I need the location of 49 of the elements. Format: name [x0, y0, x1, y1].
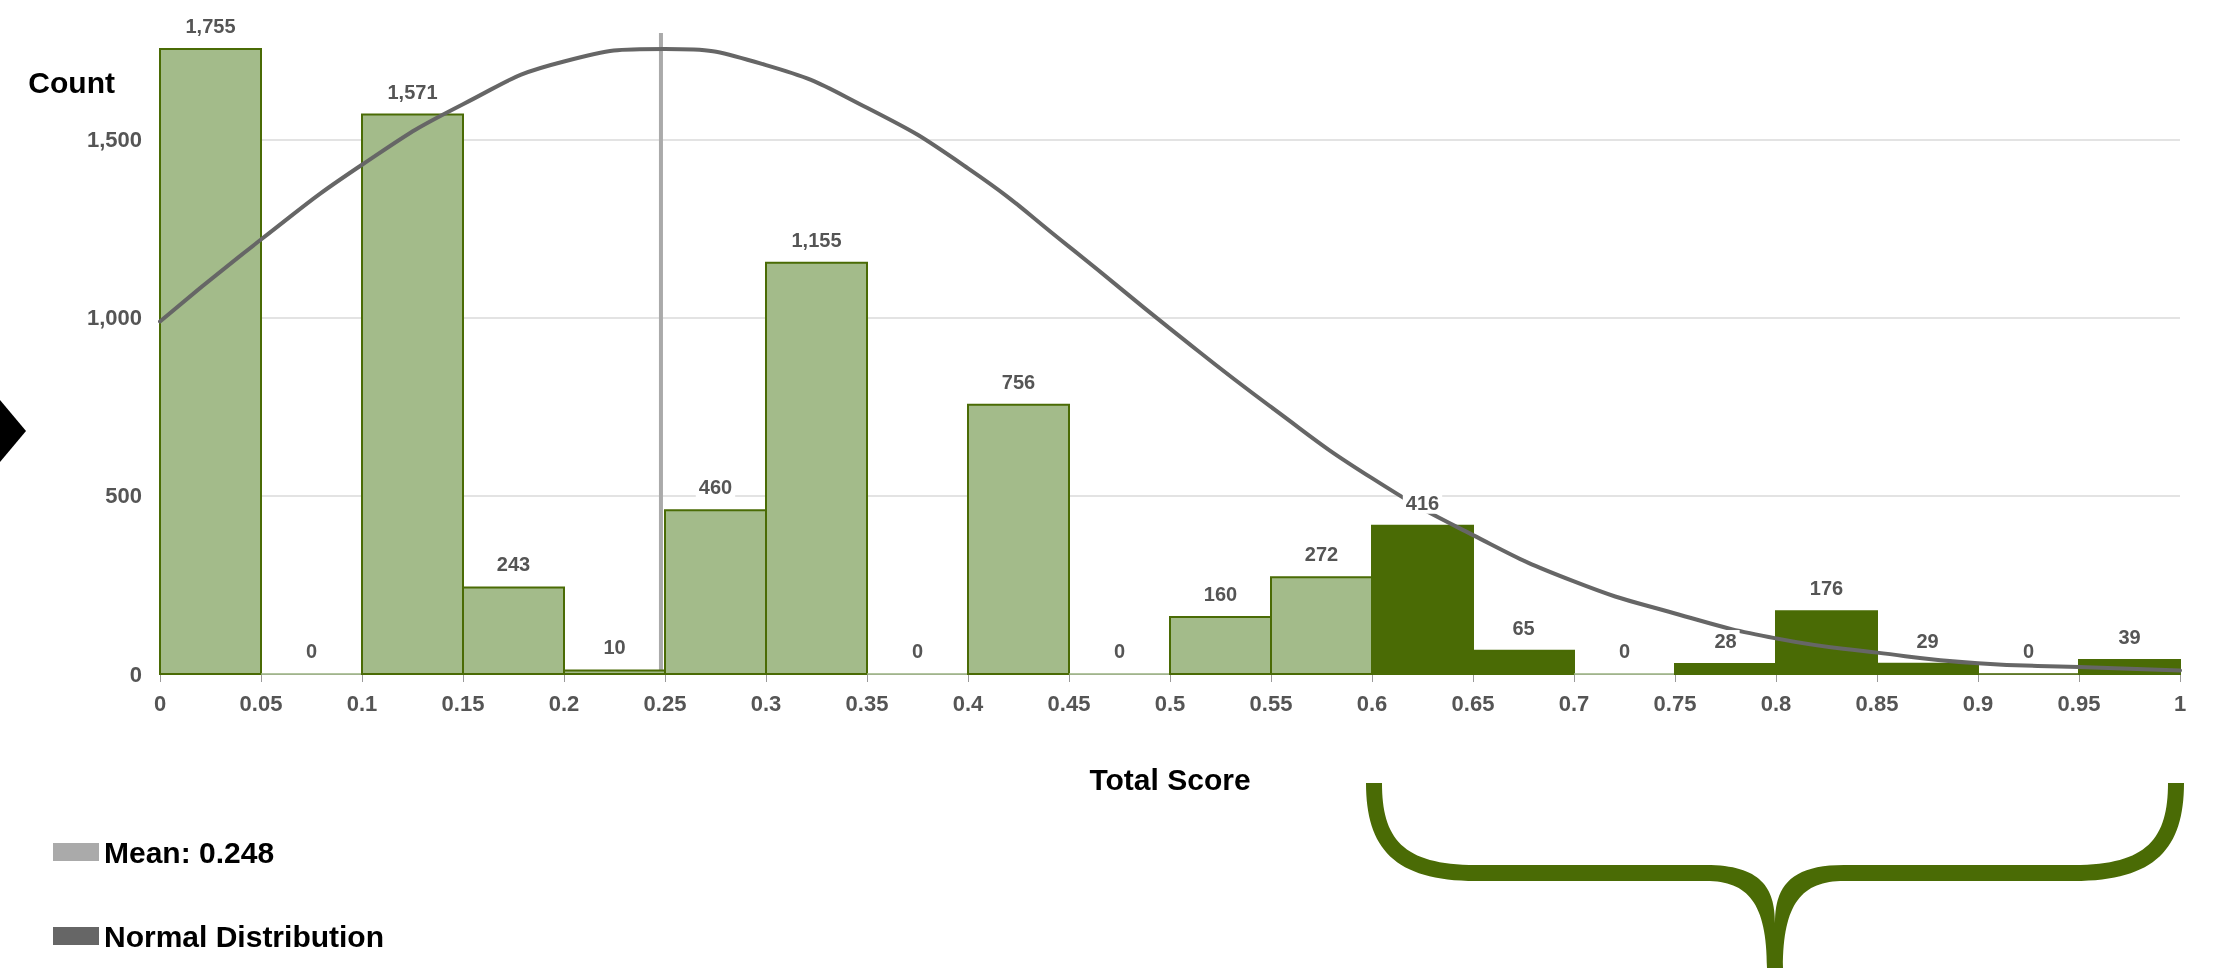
x-tick-label: 0.45 — [1047, 690, 1091, 716]
data-label: 460 — [698, 476, 733, 499]
data-label: 28 — [1714, 630, 1737, 653]
legend-label: Mean: 0.248 — [104, 835, 275, 869]
y-tick-label: 500 — [105, 483, 142, 509]
x-tick-label: 0.8 — [1760, 690, 1792, 716]
y-axis-title: Count — [28, 65, 115, 99]
x-tick-label: 0.6 — [1356, 690, 1388, 716]
x-axis-title: Total Score — [1089, 762, 1251, 796]
data-label: 10 — [603, 636, 626, 659]
x-tick-label: 0.5 — [1154, 690, 1186, 716]
x-tick-label: 0.1 — [346, 690, 378, 716]
x-tick-label: 0.65 — [1451, 690, 1495, 716]
data-label: 756 — [1001, 370, 1036, 393]
data-label: 0 — [305, 640, 318, 662]
data-label: 160 — [1203, 583, 1238, 606]
x-tick-label: 0.4 — [952, 690, 985, 716]
data-label: 29 — [1916, 629, 1939, 652]
data-label: 416 — [1405, 491, 1440, 514]
data-label: 243 — [496, 553, 531, 576]
x-tick-label: 1 — [2173, 690, 2187, 716]
x-tick-label: 0.75 — [1653, 690, 1697, 716]
x-tick-label: 0.55 — [1249, 690, 1293, 716]
data-label: 1,755 — [185, 15, 236, 38]
y-tick-label: 1,500 — [86, 127, 142, 153]
x-tick-label: 0.05 — [239, 690, 283, 716]
x-tick-label: 0.95 — [2057, 690, 2101, 716]
data-label: 272 — [1304, 543, 1339, 566]
legend-label: Normal Distribution — [104, 919, 385, 953]
data-label: 65 — [1512, 616, 1535, 639]
x-tick-label: 0 — [153, 690, 167, 716]
data-label: 0 — [1618, 640, 1631, 662]
y-tick-label: 0 — [129, 661, 142, 687]
x-tick-label: 0.9 — [1962, 690, 1994, 716]
data-label: 0 — [2022, 640, 2035, 662]
x-tick-label: 0.25 — [643, 690, 687, 716]
data-label: 176 — [1809, 577, 1844, 600]
x-tick-label: 0.3 — [750, 690, 782, 716]
data-label: 39 — [2118, 626, 2141, 649]
y-tick-label: 1,000 — [86, 305, 142, 331]
x-tick-label: 0.85 — [1855, 690, 1899, 716]
x-tick-label: 0.2 — [548, 690, 580, 716]
x-tick-label: 0.7 — [1558, 690, 1590, 716]
data-label: 0 — [911, 640, 924, 662]
data-label: 1,155 — [791, 228, 842, 251]
data-label: 1,571 — [387, 80, 438, 103]
x-tick-label: 0.35 — [845, 690, 889, 716]
data-label: 0 — [1113, 640, 1126, 662]
x-tick-label: 0.15 — [441, 690, 485, 716]
